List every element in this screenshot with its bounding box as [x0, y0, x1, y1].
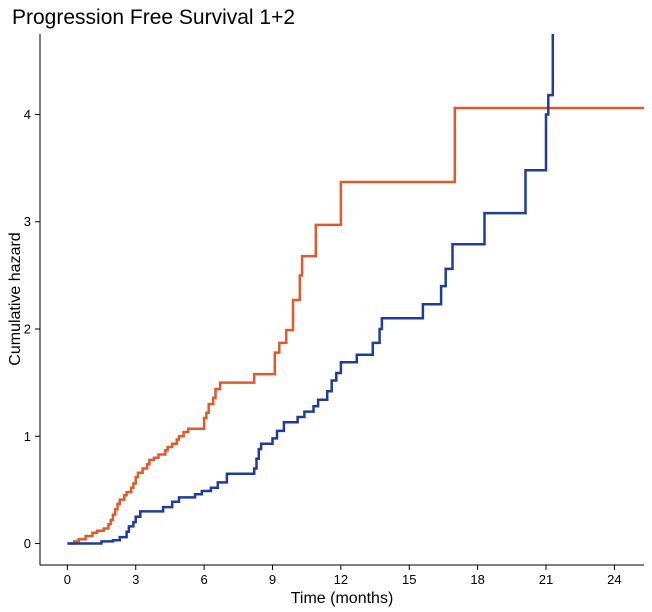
y-ticks: 0 1 2 3 4: [24, 107, 40, 551]
x-axis-title: Time (months): [291, 590, 394, 607]
chart-title: Progression Free Survival 1+2: [12, 6, 295, 29]
x-tick-label: 3: [132, 572, 139, 587]
x-ticks: 0 3 6 9 12 15 18 21 24: [64, 565, 622, 587]
x-tick-label: 15: [402, 572, 416, 587]
x-tick-label: 0: [64, 572, 71, 587]
series-line-1: [67, 106, 644, 545]
x-tick-label: 21: [539, 572, 553, 587]
y-tick-label: 1: [24, 429, 31, 444]
plot-area: [67, 34, 644, 545]
x-tick-label: 12: [334, 572, 348, 587]
y-tick-label: 4: [24, 107, 31, 122]
series-line-2: [67, 34, 555, 545]
x-tick-label: 18: [470, 572, 484, 587]
x-tick-label: 9: [269, 572, 276, 587]
y-tick-label: 2: [24, 322, 31, 337]
y-axis-title: Cumulative hazard: [7, 232, 24, 365]
y-tick-label: 3: [24, 214, 31, 229]
x-tick-label: 24: [607, 572, 621, 587]
x-tick-label: 6: [200, 572, 207, 587]
y-tick-label: 0: [24, 536, 31, 551]
